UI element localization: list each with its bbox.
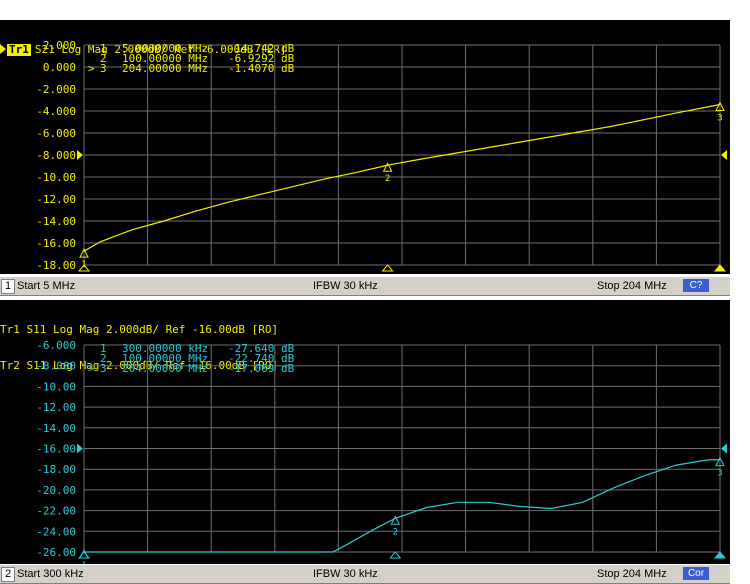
y-tick-label: -16.00 (36, 443, 76, 456)
marker-number: 3 (100, 62, 107, 75)
y-tick-label: -8.000 (36, 149, 76, 162)
reference-level-left-icon (77, 150, 83, 160)
marker-label: 3 (717, 113, 722, 123)
channel-number[interactable]: 2 (1, 567, 15, 582)
trace-badge[interactable]: Tr1 (7, 43, 31, 56)
marker-value: -14.742 dB (228, 42, 295, 55)
channel-1-display: Tr1 S21 Log Mag 2.000dB/ Ref -6.000dB [ER… (0, 20, 730, 274)
reference-level-left-icon (77, 443, 83, 454)
marker-triangle-icon (715, 101, 725, 111)
y-tick-label: -6.000 (36, 339, 76, 352)
start-frequency[interactable]: Start 5 MHz (17, 280, 76, 292)
channel-1-graph[interactable]: 2.000 0.000 -2.000 -4.000 -6.000 -8.000 -10.00… (0, 20, 730, 274)
stop-frequency[interactable]: Stop 204 MHz (597, 280, 667, 292)
y-tick-label: -8.000 (36, 360, 76, 373)
marker-label: 2 (393, 527, 398, 537)
marker-axis-icon (389, 551, 402, 559)
y-tick-label: -16.00 (36, 237, 76, 250)
channel-2-status-bar: 2 Start 300 kHz IFBW 30 kHz Stop 204 MHz… (0, 564, 730, 584)
marker-label: 3 (717, 469, 722, 479)
marker-number: 2 (100, 52, 107, 65)
marker-value: -27.640 dB (228, 342, 295, 355)
correction-status[interactable]: Cor (683, 567, 709, 580)
marker-number: 1 (100, 342, 107, 355)
y-tick-label: -2.000 (36, 83, 76, 96)
reference-level-right-icon (721, 443, 727, 454)
y-tick-label: -18.00 (36, 463, 76, 476)
marker-frequency: 204.00000 MHz (122, 362, 208, 375)
measurement-trace (83, 103, 721, 252)
y-tick-label: 2.000 (43, 39, 76, 52)
marker-value: -22.740 dB (228, 352, 295, 365)
y-tick-label: -18.00 (36, 259, 76, 272)
marker-triangle-icon (715, 456, 725, 467)
y-tick-label: -12.00 (36, 401, 76, 414)
y-tick-label: 0.000 (43, 61, 76, 74)
marker-triangle-icon (390, 515, 401, 525)
marker-number: 1 (100, 42, 107, 55)
marker-axis-icon (713, 551, 727, 559)
measurement-trace (84, 459, 721, 553)
marker-label: 2 (385, 174, 390, 184)
y-tick-label: -26.00 (36, 546, 76, 559)
y-tick-label: -12.00 (36, 193, 76, 206)
marker-number: 2 (100, 352, 107, 365)
marker-number: 3 (100, 362, 107, 375)
channel-1-title[interactable]: S21 Log Mag 2.000dB/ Ref -6.000dB [ER] (34, 43, 287, 56)
marker-axis-icon (77, 264, 91, 272)
channel-1-status-bar: 1 Start 5 MHz IFBW 30 kHz Stop 204 MHz C… (0, 276, 730, 296)
ifbw-value[interactable]: IFBW 30 kHz (313, 568, 378, 580)
reference-level-right-icon (721, 150, 727, 160)
marker-axis-icon (381, 264, 394, 272)
channel-1-title-bar: Tr1 S21 Log Mag 2.000dB/ Ref -6.000dB [ER… (0, 20, 730, 80)
marker-value: -6.9292 dB (228, 52, 295, 65)
channel-2-display: Tr1 S11 Log Mag 2.000dB/ Ref -16.00dB [R… (0, 300, 730, 583)
active-trace-arrow-icon (0, 44, 6, 54)
marker-triangle-icon (382, 162, 393, 172)
y-tick-label: -20.00 (36, 484, 76, 497)
marker-triangle-icon (79, 248, 89, 258)
marker-table-active: > (88, 62, 95, 75)
marker-frequency: 5.0000000 MHz (122, 42, 208, 55)
y-tick-label: -14.00 (36, 422, 76, 435)
y-tick-label: -14.00 (36, 215, 76, 228)
marker-frequency: 100.00000 MHz (122, 52, 208, 65)
correction-status[interactable]: C? (683, 279, 709, 292)
marker-axis-icon (713, 264, 727, 272)
y-tick-label: -6.000 (36, 127, 76, 140)
marker-value: -1.4070 dB (228, 62, 295, 75)
stop-frequency[interactable]: Stop 204 MHz (597, 568, 667, 580)
marker-value: -17.069 dB (228, 362, 295, 375)
y-tick-label: -10.00 (36, 171, 76, 184)
marker-frequency: 300.00000 kHz (122, 342, 208, 355)
marker-table-active: > (88, 362, 95, 375)
marker-frequency: 100.00000 MHz (122, 352, 208, 365)
marker-label: 1 (81, 561, 86, 564)
y-tick-label: -24.00 (36, 525, 76, 538)
y-tick-label: -22.00 (36, 505, 76, 518)
marker-axis-icon (77, 551, 91, 559)
y-tick-label: -10.00 (36, 380, 76, 393)
start-frequency[interactable]: Start 300 kHz (17, 568, 84, 580)
marker-frequency: 204.00000 MHz (122, 62, 208, 75)
channel-2-title-tr1[interactable]: Tr1 S11 Log Mag 2.000dB/ Ref -16.00dB [R… (0, 323, 279, 336)
y-tick-label: -4.000 (36, 105, 76, 118)
channel-number[interactable]: 1 (1, 279, 15, 294)
ifbw-value[interactable]: IFBW 30 kHz (313, 280, 378, 292)
channel-2-graph[interactable]: -6.000 -8.000 -10.00 -12.00 -14.00 -16.00 -18.… (0, 300, 730, 564)
